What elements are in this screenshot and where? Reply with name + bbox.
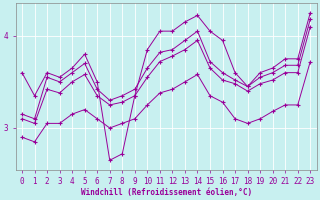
X-axis label: Windchill (Refroidissement éolien,°C): Windchill (Refroidissement éolien,°C) bbox=[81, 188, 252, 197]
